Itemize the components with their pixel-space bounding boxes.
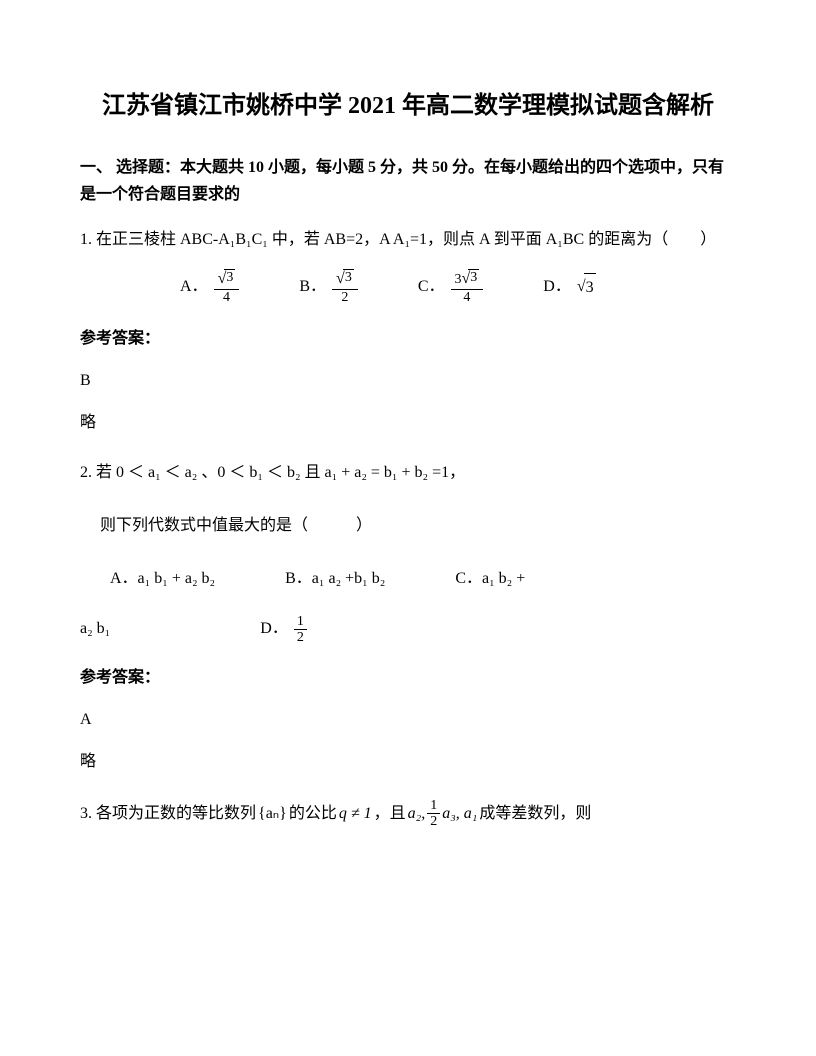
q1-option-c: C． 3√3 4 <box>418 269 483 307</box>
q1-answer-note: 略 <box>80 410 736 436</box>
q1-opt-d-label: D． <box>543 273 571 302</box>
q1-opt-a-label: A． <box>180 273 208 302</box>
q1-opt-b-frac: √3 2 <box>332 269 358 307</box>
q3-a3a1: a₃, a₁ <box>442 800 477 829</box>
q1-opt-c-frac: 3√3 4 <box>451 269 484 307</box>
q3-qneq: q ≠ 1 <box>339 800 372 829</box>
q2-option-a: A．a₁ b₁ + a₂ b₂ <box>110 565 215 594</box>
q2-option-d: D． 1 2 <box>260 614 309 646</box>
q2-option-b: B．a₁ a₂ +b₁ b₂ <box>285 565 385 594</box>
q1-opt-b-label: B． <box>299 273 326 302</box>
q3-part1: 3. 各项为正数的等比数列 <box>80 800 256 829</box>
q1-opt-a-frac: √3 4 <box>214 269 240 307</box>
q2-option-c: C．a₁ b₂ + <box>455 565 525 594</box>
q1-answer-value: B <box>80 368 736 394</box>
q3-seq: {aₙ} <box>258 800 287 829</box>
q2-subtext: 则下列代数式中值最大的是（ ） <box>100 512 736 541</box>
q2-text: 2. 若 0 ＜ a₁ ＜ a₂ 、0 ＜ b₁ ＜ b₂ 且 a₁ + a₂ … <box>80 459 736 488</box>
q2-opt-d-frac: 1 2 <box>294 614 307 646</box>
q2-line2-prefix: a₂ b₁ <box>80 615 110 644</box>
q2-answer-value: A <box>80 707 736 733</box>
q1-options: A． √3 4 B． √3 2 C． 3√3 4 D． √3 <box>180 269 736 307</box>
q3-part3: ，且 <box>374 800 406 829</box>
q2-options-row1: A．a₁ b₁ + a₂ b₂ B．a₁ a₂ +b₁ b₂ C．a₁ b₂ + <box>110 565 736 594</box>
document-title: 江苏省镇江市姚桥中学 2021 年高二数学理模拟试题含解析 <box>80 90 736 124</box>
q3-terms: a₂, 1 2 a₃, a₁ <box>408 798 478 830</box>
q1-option-a: A． √3 4 <box>180 269 239 307</box>
question-3: 3. 各项为正数的等比数列 {aₙ} 的公比 q ≠ 1 ，且 a₂, 1 2 … <box>80 798 736 830</box>
q1-option-d: D． √3 <box>543 273 595 303</box>
q2-answer-note: 略 <box>80 749 736 775</box>
q2-options-row2: a₂ b₁ D． 1 2 <box>80 614 736 646</box>
q3-frac: 1 2 <box>427 798 440 830</box>
q2-opt-d-label: D． <box>260 615 288 644</box>
question-1: 1. 在正三棱柱 ABC-A₁B₁C₁ 中，若 AB=2，A A₁=1，则点 A… <box>80 226 736 306</box>
section-header: 一、 选择题：本大题共 10 小题，每小题 5 分，共 50 分。在每小题给出的… <box>80 154 736 208</box>
q1-text: 1. 在正三棱柱 ABC-A₁B₁C₁ 中，若 AB=2，A A₁=1，则点 A… <box>80 226 736 255</box>
q3-a2: a₂, <box>408 800 426 829</box>
q1-opt-d-sqrt: √3 <box>577 273 596 303</box>
q1-opt-c-label: C． <box>418 273 445 302</box>
question-2: 2. 若 0 ＜ a₁ ＜ a₂ 、0 ＜ b₁ ＜ b₂ 且 a₁ + a₂ … <box>80 459 736 645</box>
q3-part4: 成等差数列，则 <box>479 800 591 829</box>
q1-answer-label: 参考答案： <box>80 326 736 352</box>
q2-answer-label: 参考答案： <box>80 665 736 691</box>
q3-part2: 的公比 <box>289 800 337 829</box>
q1-option-b: B． √3 2 <box>299 269 357 307</box>
q3-text: 3. 各项为正数的等比数列 {aₙ} 的公比 q ≠ 1 ，且 a₂, 1 2 … <box>80 798 736 830</box>
